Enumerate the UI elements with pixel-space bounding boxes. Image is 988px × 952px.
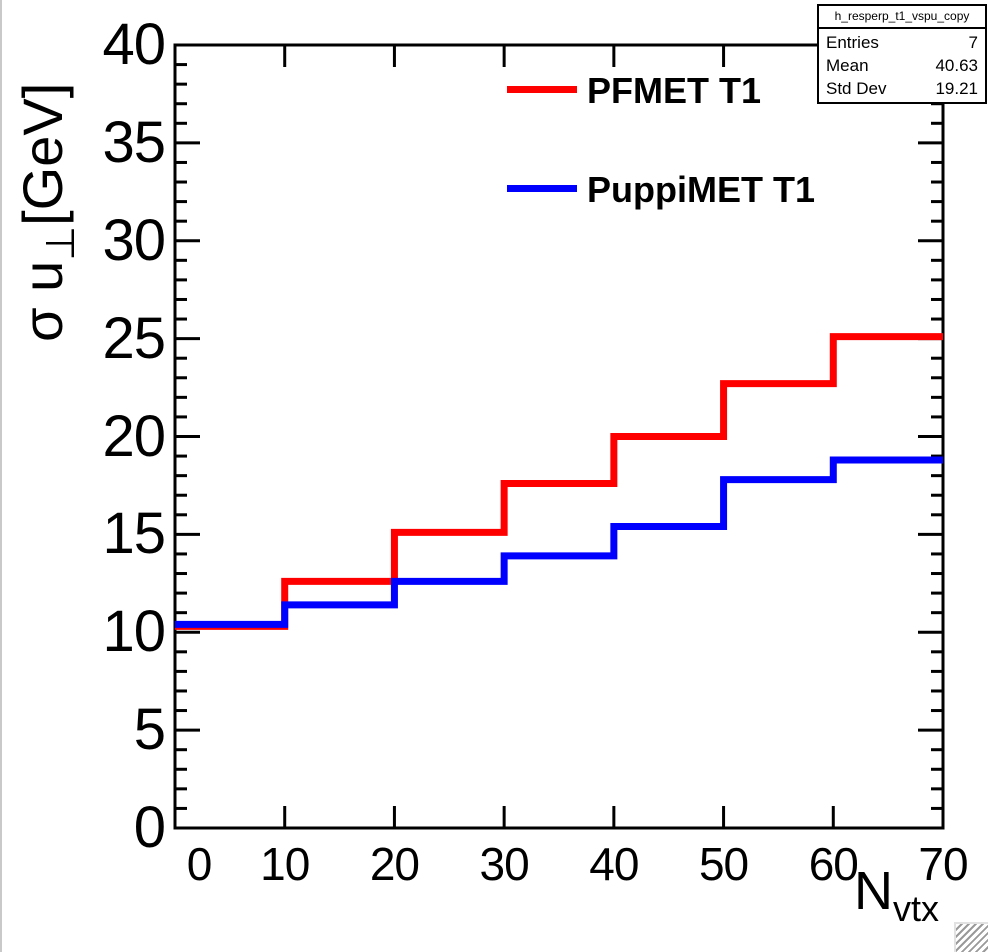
puppimet-line-swatch [507, 185, 577, 192]
x-tick-label: 40 [589, 838, 639, 890]
y-axis-unit: [GeV] [11, 82, 74, 226]
x-tick-label: 10 [260, 838, 310, 890]
y-tick-label: 40 [102, 12, 166, 77]
x-tick-label: 60 [808, 838, 859, 890]
stats-row-stddev: Std Dev 19.21 [819, 77, 985, 100]
stats-row-entries: Entries 7 [819, 31, 985, 54]
canvas-resize-grip[interactable] [954, 922, 988, 952]
stats-value-mean: 40.63 [935, 56, 978, 75]
y-tick-label: 20 [102, 403, 166, 469]
stats-box-title: h_resperp_t1_vspu_copy [817, 4, 987, 29]
y-tick-label: 5 [133, 697, 166, 763]
x-tick-label: 20 [369, 838, 420, 890]
y-axis-title: σ u⊥[GeV] [10, 83, 84, 342]
y-tick-label: 25 [102, 305, 166, 371]
perpendicular-symbol: ⊥ [39, 225, 84, 261]
stats-label-stddev: Std Dev [826, 79, 887, 98]
y-axis-title-text: σ u [11, 260, 74, 342]
puppimet-step-line [175, 456, 943, 628]
x-axis-title-text: N [854, 861, 893, 921]
x-axis-title: Nvtx [854, 860, 939, 930]
y-tick-label: 10 [102, 599, 166, 665]
stats-row-mean: Mean 40.63 [819, 54, 985, 77]
stats-value-entries: 7 [968, 33, 978, 52]
x-axis-title-subscript: vtx [893, 887, 940, 929]
stats-box[interactable]: h_resperp_t1_vspu_copy Entries 7 Mean 40… [817, 4, 987, 104]
y-tick-label: 30 [102, 207, 166, 273]
x-tick-label: 70 [918, 838, 968, 890]
stats-label-mean: Mean [826, 56, 869, 75]
y-tick-label: 0 [133, 795, 166, 860]
x-tick-label: 30 [479, 838, 530, 890]
x-tick-label: 0 [186, 838, 213, 890]
pfmet-line-swatch [507, 86, 577, 93]
legend-label-puppimet: PuppiMET T1 [587, 169, 815, 210]
y-tick-label: 35 [102, 109, 166, 175]
stats-box-body: Entries 7 Mean 40.63 Std Dev 19.21 [817, 29, 987, 104]
legend-label-pfmet: PFMET T1 [587, 70, 762, 111]
y-tick-label: 15 [102, 501, 166, 567]
plot-frame [173, 43, 945, 830]
x-tick-label: 50 [698, 838, 749, 890]
pfmet-step-line [175, 333, 943, 630]
stats-label-entries: Entries [826, 33, 879, 52]
stats-value-stddev: 19.21 [935, 79, 978, 98]
